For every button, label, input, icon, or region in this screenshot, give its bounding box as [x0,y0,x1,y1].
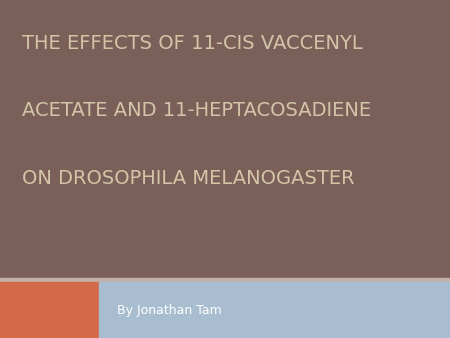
Bar [0,282,99,338]
Bar [99,282,450,338]
Text: THE EFFECTS OF 11-CIS VACCENYL: THE EFFECTS OF 11-CIS VACCENYL [22,34,363,53]
Text: By Jonathan Tam: By Jonathan Tam [117,304,222,317]
Text: ON DROSOPHILA MELANOGASTER: ON DROSOPHILA MELANOGASTER [22,169,355,188]
Bar [0,278,450,282]
Text: ACETATE AND 11-HEPTACOSADIENE: ACETATE AND 11-HEPTACOSADIENE [22,101,372,120]
